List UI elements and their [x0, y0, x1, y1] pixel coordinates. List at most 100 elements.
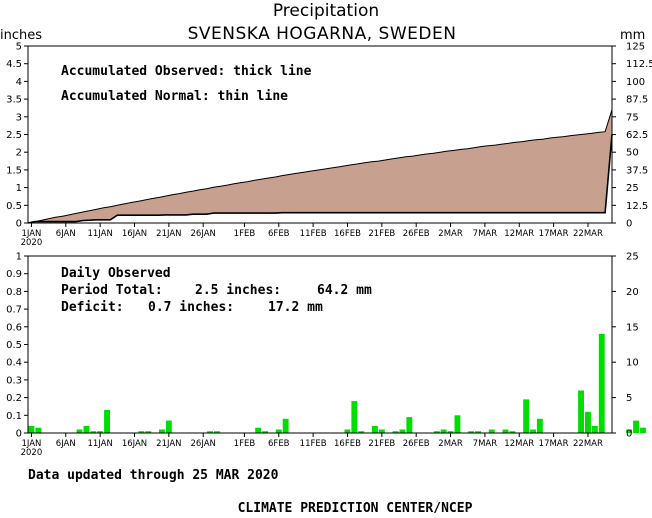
x-tick-label: 12MAR — [504, 229, 534, 239]
daily-bar — [214, 431, 220, 433]
x-tick-label: 1JAN — [21, 229, 41, 239]
top-y-mm-tick-label: 25 — [626, 183, 639, 194]
bottom-y-mm-tick-label: 5 — [626, 393, 632, 404]
daily-bar — [633, 420, 639, 433]
top-y-mm-tick-label: 50 — [626, 148, 639, 159]
daily-bar — [83, 425, 90, 433]
daily-bar — [488, 429, 495, 433]
daily-bar — [275, 429, 282, 433]
top-y-mm-tick-label: 112.5 — [626, 59, 652, 70]
daily-bar — [282, 418, 289, 433]
x-tick-label: 17MAR — [539, 229, 569, 239]
daily-bar — [640, 427, 646, 433]
daily-bar — [344, 429, 351, 433]
daily-bar — [591, 425, 598, 433]
daily-bar — [406, 417, 413, 433]
period-total-mm: 64.2 mm — [317, 283, 372, 298]
daily-bar — [104, 410, 110, 433]
x-tick-label: 11JAN — [87, 229, 112, 239]
bottom-y-mm-tick-label: 20 — [626, 287, 639, 298]
daily-bar — [97, 431, 104, 433]
top-x-axis: 1JAN 6JAN 11JAN 16JAN 21JAN 26JAN 1FEB 6FEB 11FE… — [21, 223, 603, 248]
x-tick-label: 2MAR — [438, 439, 463, 449]
top-y-mm-tick-label: 37.5 — [626, 165, 648, 176]
top-y-tick-label: 0.5 — [6, 201, 22, 212]
top-y-mm-tick-label: 0 — [626, 219, 632, 230]
x-tick-label: 16FEB — [334, 439, 361, 449]
x-tick-label: 16FEB — [334, 229, 361, 239]
top-y-tick-label: 2.5 — [6, 130, 22, 141]
daily-bar — [372, 425, 378, 433]
daily-bar — [433, 431, 440, 433]
left-unit-label: inches — [0, 28, 42, 43]
top-y-mm-tick-label: 75 — [626, 112, 639, 123]
bottom-y-tick-label: 0.3 — [6, 375, 22, 386]
x-tick-label: 11FEB — [300, 229, 327, 239]
bottom-y-tick-label: 0.1 — [6, 411, 22, 422]
bottom-y-tick-label: 1 — [16, 252, 22, 263]
daily-bar — [165, 420, 172, 433]
daily-bar — [440, 429, 447, 433]
chart-title: Precipitation — [273, 1, 379, 21]
x-tick-label: 1JAN — [21, 439, 41, 449]
x-tick-label: 26FEB — [403, 229, 430, 239]
deficit-mm: 17.2 mm — [268, 300, 323, 315]
daily-bar — [536, 418, 543, 433]
daily-bar — [468, 431, 475, 433]
x-tick-label: 6FEB — [268, 439, 290, 449]
top-y-axis-mm: 0 12.5 25 37.5 50 62.5 75 87.5 100 112.5 125 — [612, 42, 652, 230]
daily-bar — [598, 333, 605, 433]
x-tick-label: 26JAN — [191, 229, 216, 239]
right-unit-label: mm — [620, 28, 645, 43]
x-tick-label: 22MAR — [573, 439, 603, 449]
daily-bar — [138, 431, 145, 433]
period-total-label: Period Total: — [61, 283, 163, 298]
x-tick-label: 1FEB — [234, 229, 256, 239]
daily-bar — [502, 429, 509, 433]
daily-bar — [262, 431, 268, 433]
daily-bar — [145, 431, 152, 433]
bottom-y-tick-label: 0.2 — [6, 393, 22, 404]
x-tick-label: 21JAN — [156, 229, 181, 239]
station-name: SVENSKA HOGARNA, SWEDEN — [188, 24, 457, 44]
daily-panel: 0 0.1 0.2 0.3 0.4 0.5 0.6 0.7 0.8 0.9 1 0 5 10 15 20 25… — [6, 252, 646, 458]
daily-bar — [523, 399, 530, 433]
accumulated-normal-line — [27, 109, 613, 224]
daily-bar — [578, 390, 584, 433]
top-y-axis: 0 0.5 1 1.5 2 2.5 3 3.5 4 4.5 5 — [6, 42, 28, 230]
bottom-y-tick-label: 0.7 — [6, 305, 22, 316]
top-y-mm-tick-label: 12.5 — [626, 201, 648, 212]
data-updated-note: Data updated through 25 MAR 2020 — [28, 468, 279, 483]
top-y-tick-label: 1.5 — [6, 165, 22, 176]
x-tick-label: 16JAN — [122, 229, 147, 239]
x-tick-label: 12MAR — [504, 439, 534, 449]
bottom-y-mm-tick-label: 25 — [626, 252, 639, 263]
daily-bar — [585, 411, 591, 433]
top-y-tick-label: 4 — [16, 77, 22, 88]
x-tick-label: 22MAR — [573, 229, 603, 239]
x-tick-label: 6FEB — [268, 229, 290, 239]
x-tick-label: 26JAN — [191, 439, 216, 449]
daily-bar — [475, 431, 481, 433]
daily-bar — [255, 427, 262, 433]
daily-bar — [90, 431, 97, 433]
x-tick-label: 6JAN — [56, 439, 76, 449]
x-tick-label: 17MAR — [539, 439, 569, 449]
x-tick-label: 16JAN — [122, 439, 147, 449]
top-y-tick-label: 3 — [16, 112, 22, 123]
daily-bar — [454, 415, 461, 433]
period-total-inches: 2.5 inches: — [195, 283, 281, 298]
x-tick-label: 21FEB — [368, 439, 395, 449]
bottom-y-axis-mm: 0 5 10 15 20 25 — [612, 252, 639, 440]
x-year-label: 2020 — [21, 448, 43, 458]
x-tick-label: 11JAN — [87, 439, 112, 449]
x-tick-label: 21JAN — [156, 439, 181, 449]
x-tick-label: 7MAR — [473, 229, 498, 239]
daily-bar — [76, 429, 83, 433]
top-y-mm-tick-label: 62.5 — [626, 130, 648, 141]
daily-bar — [399, 429, 406, 433]
top-y-tick-label: 1 — [16, 183, 22, 194]
bottom-y-mm-tick-label: 10 — [626, 358, 639, 369]
x-tick-label: 26FEB — [403, 439, 430, 449]
